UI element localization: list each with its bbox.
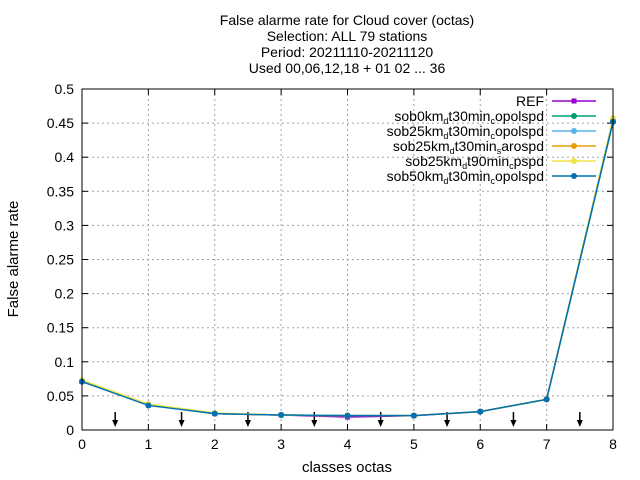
- plot-frame: [81, 88, 614, 431]
- data-point: [278, 411, 285, 418]
- chart-title: False alarme rate for Cloud cover (octas…: [220, 12, 474, 76]
- legend-label: sob25kmdt30minsarospd: [393, 138, 544, 156]
- title-line-2: Selection: ALL 79 stations: [267, 28, 428, 44]
- y-tick-label: 0.2: [55, 286, 75, 302]
- y-tick-label: 0.45: [47, 115, 74, 131]
- title-line-4: Used 00,06,12,18 + 01 02 ... 36: [249, 60, 446, 76]
- legend-marker: [571, 113, 577, 119]
- data-point: [211, 410, 218, 417]
- annotation-arrow-head: [244, 420, 251, 427]
- legend-label: sob50kmdt30mincopolspd: [387, 168, 544, 186]
- legend-marker: [571, 143, 577, 149]
- title-line-1: False alarme rate for Cloud cover (octas…: [220, 12, 474, 28]
- x-tick-label: 6: [476, 436, 484, 452]
- y-tick-label: 0: [66, 422, 74, 438]
- y-tick-label: 0.1: [55, 354, 75, 370]
- grid: [82, 89, 613, 430]
- x-axis-label: classes octas: [302, 459, 392, 476]
- y-tick-label: 0.05: [47, 388, 74, 404]
- annotation-arrow-head: [444, 420, 451, 427]
- y-axis-label: False alarme rate: [5, 201, 22, 318]
- series-group: [79, 115, 616, 420]
- legend-label: REF: [516, 93, 544, 109]
- annotation-arrow-head: [377, 420, 384, 427]
- x-tick-label: 0: [78, 436, 86, 452]
- data-point: [543, 396, 550, 403]
- annotation-arrow-head: [178, 420, 185, 427]
- y-tick-label: 0.25: [47, 252, 74, 268]
- x-tick-label: 7: [543, 436, 551, 452]
- y-tick-label: 0.5: [55, 81, 75, 97]
- y-tick-label: 0.4: [55, 149, 75, 165]
- annotation-arrow-head: [112, 420, 119, 427]
- y-tick-label: 0.35: [47, 183, 74, 199]
- data-point: [410, 412, 417, 419]
- x-tick-label: 5: [410, 436, 418, 452]
- data-point: [344, 412, 351, 419]
- x-axis-ticks: 0 1 2 3 4 5 6 7 8: [78, 89, 617, 452]
- legend: REFsob0kmdt30mincopolspdsob25kmdt30minco…: [387, 93, 596, 186]
- legend-marker: [571, 98, 577, 104]
- annotation-arrow-head: [311, 420, 318, 427]
- legend-label: sob25kmdt90mincpspd: [405, 153, 544, 171]
- x-tick-label: 8: [609, 436, 617, 452]
- y-tick-label: 0.3: [55, 217, 75, 233]
- legend-label: sob0kmdt30mincopolspd: [394, 108, 544, 126]
- annotation-arrow-head: [576, 420, 583, 427]
- x-tick-label: 3: [277, 436, 285, 452]
- x-tick-label: 1: [144, 436, 152, 452]
- legend-marker: [571, 158, 577, 164]
- legend-marker: [571, 173, 577, 179]
- data-point: [145, 402, 152, 409]
- annotation-arrows: [112, 412, 583, 427]
- annotation-arrow-head: [510, 420, 517, 427]
- y-tick-label: 0.15: [47, 320, 74, 336]
- title-line-3: Period: 20211110-20211120: [261, 44, 434, 60]
- y-axis-ticks: 0 0.05 0.1 0.15 0.2 0.25 0.3 0.35 0.4 0.45 0.5: [47, 81, 613, 438]
- legend-marker: [571, 128, 577, 134]
- legend-label: sob25kmdt30mincopolspd: [387, 123, 544, 141]
- x-tick-label: 4: [344, 436, 352, 452]
- data-point: [477, 408, 484, 415]
- x-tick-label: 2: [211, 436, 219, 452]
